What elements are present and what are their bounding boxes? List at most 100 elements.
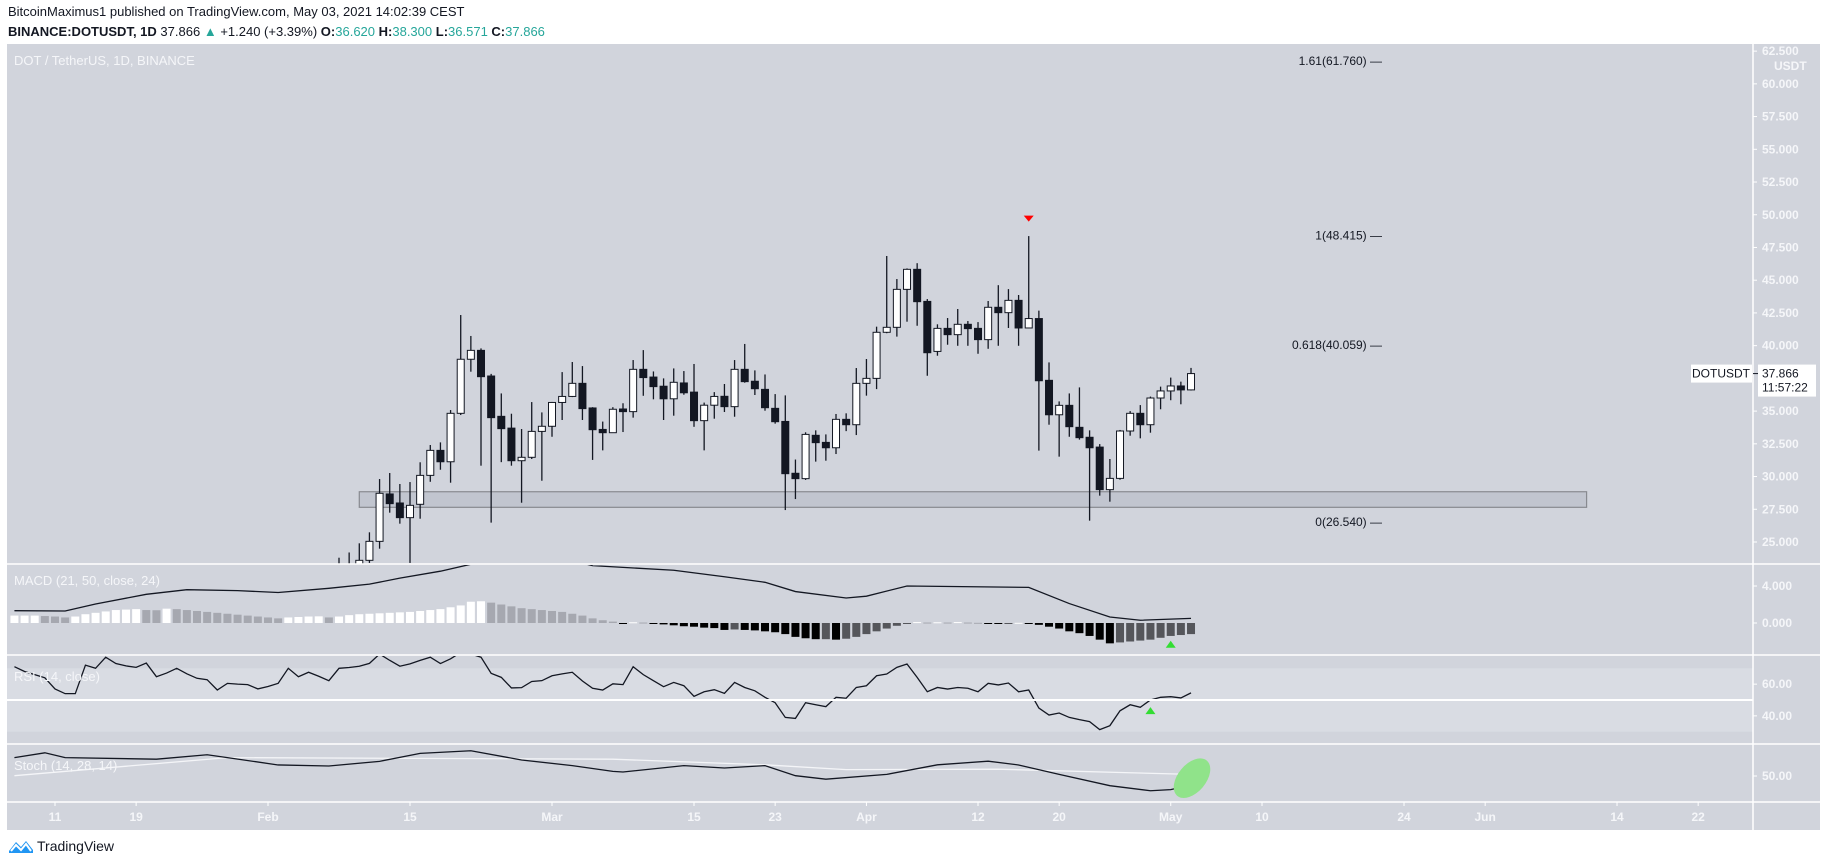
price-axis-label[interactable]: 25.000 xyxy=(1762,535,1799,549)
candle-body xyxy=(608,408,617,434)
time-axis-label[interactable]: Mar xyxy=(541,810,563,824)
candle xyxy=(1105,459,1114,502)
macd-histogram-bar xyxy=(243,615,252,623)
stoch-axis-label[interactable]: 50.00 xyxy=(1762,769,1792,783)
fib-level-label[interactable]: 1(48.415) — xyxy=(1315,228,1382,242)
macd-axis-label[interactable]: 4.000 xyxy=(1762,579,1792,593)
price-axis-label[interactable]: 52.500 xyxy=(1762,175,1799,189)
candle xyxy=(1014,294,1023,346)
macd-histogram-bar xyxy=(842,623,851,639)
rsi-pane[interactable] xyxy=(7,652,1753,731)
time-axis-label[interactable]: 10 xyxy=(1255,810,1269,824)
time-axis-label[interactable]: May xyxy=(1159,810,1183,824)
fib-level-label[interactable]: 0(26.540) — xyxy=(1315,515,1382,529)
candle xyxy=(1156,386,1165,410)
price-axis-label[interactable]: 42.500 xyxy=(1762,306,1799,320)
candle xyxy=(517,429,526,503)
price-axis-label[interactable]: 35.000 xyxy=(1762,404,1799,418)
tradingview-footer[interactable]: TradingView xyxy=(8,838,114,854)
macd-histogram-bar xyxy=(953,622,962,624)
rsi-legend[interactable]: RSI (14, close) xyxy=(14,669,100,684)
candle xyxy=(933,324,942,356)
macd-histogram-bar xyxy=(142,610,151,623)
support-zone-rectangle[interactable] xyxy=(358,491,1588,508)
macd-histogram-bar xyxy=(984,623,993,624)
currency-label[interactable]: USDT xyxy=(1774,59,1807,73)
macd-histogram-bar xyxy=(629,622,638,624)
candle xyxy=(913,263,922,326)
time-axis-label[interactable]: 20 xyxy=(1052,810,1066,824)
time-axis-label[interactable]: 24 xyxy=(1397,810,1411,824)
time-axis-label[interactable]: 14 xyxy=(1610,810,1624,824)
macd-histogram-bar xyxy=(1105,623,1114,644)
candle xyxy=(375,479,384,549)
price-axis-label[interactable]: 55.000 xyxy=(1762,142,1799,156)
time-axis-label[interactable]: 11 xyxy=(49,810,62,824)
macd-histogram-bar xyxy=(963,622,972,624)
macd-histogram-bar xyxy=(690,623,699,627)
time-axis-label[interactable]: 15 xyxy=(687,810,701,824)
candle xyxy=(1024,236,1033,329)
candle xyxy=(740,343,749,383)
candle-body xyxy=(994,306,1003,314)
price-axis-label[interactable]: 40.000 xyxy=(1762,339,1799,353)
macd-histogram-bar xyxy=(497,604,506,623)
macd-histogram-bar xyxy=(588,618,597,623)
rsi-axis-label[interactable]: 40.00 xyxy=(1762,709,1792,723)
green-highlight-ellipse[interactable] xyxy=(1167,752,1218,805)
symbol-quote-line: BINANCE:DOTUSDT, 1D 37.866 ▲ +1.240 (+3.… xyxy=(8,24,545,39)
candle-body xyxy=(781,420,790,475)
time-axis-label[interactable]: Apr xyxy=(856,810,877,824)
macd-histogram-bar xyxy=(416,610,425,623)
time-axis-label[interactable]: 23 xyxy=(768,810,782,824)
time-axis-label[interactable]: 15 xyxy=(403,810,417,824)
stoch-pane[interactable] xyxy=(14,750,1192,792)
macd-histogram-bar xyxy=(365,613,374,623)
macd-histogram-bar xyxy=(10,615,19,623)
candle-body xyxy=(710,395,719,406)
macd-histogram-bar xyxy=(91,612,100,623)
price-axis-label[interactable]: 50.000 xyxy=(1762,208,1799,222)
price-axis-label[interactable]: 32.500 xyxy=(1762,437,1799,451)
time-axis-label[interactable]: Jun xyxy=(1474,810,1495,824)
candle xyxy=(1166,377,1175,401)
macd-legend[interactable]: MACD (21, 50, close, 24) xyxy=(14,573,160,588)
rsi-axis-label[interactable]: 60.00 xyxy=(1762,677,1792,691)
macd-pane[interactable] xyxy=(10,556,1196,648)
candle xyxy=(903,268,912,322)
time-axis-label[interactable]: 12 xyxy=(971,810,985,824)
macd-histogram-bar xyxy=(1034,623,1043,625)
time-axis-label[interactable]: 22 xyxy=(1691,810,1705,824)
price-axis-label[interactable]: 57.500 xyxy=(1762,110,1799,124)
time-axis-label[interactable]: 19 xyxy=(129,810,143,824)
price-axis-label[interactable]: 30.000 xyxy=(1762,470,1799,484)
macd-histogram-bar xyxy=(152,610,161,623)
candle xyxy=(446,410,455,483)
macd-histogram-bar xyxy=(811,623,820,640)
stoch-k-line xyxy=(14,750,1192,792)
open-label: O: xyxy=(320,24,336,39)
candle xyxy=(679,371,688,395)
time-axis-label[interactable]: Feb xyxy=(257,810,278,824)
candle-body xyxy=(1055,404,1064,416)
candle-body xyxy=(842,418,851,426)
price-axis-label[interactable]: 27.500 xyxy=(1762,502,1799,516)
last-price-value: 37.866 xyxy=(1762,367,1799,381)
candle xyxy=(943,318,952,345)
macd-histogram-bar xyxy=(355,614,364,623)
macd-histogram-bar xyxy=(81,614,90,623)
price-axis-label[interactable]: 60.000 xyxy=(1762,77,1799,91)
macd-axis-label[interactable]: 0.000 xyxy=(1762,616,1792,630)
price-axis-label[interactable]: 62.500 xyxy=(1762,44,1799,58)
fib-level-label[interactable]: 1.61(61.760) — xyxy=(1299,54,1382,68)
macd-histogram-bar xyxy=(182,610,191,623)
macd-histogram-bar xyxy=(213,612,222,623)
axes[interactable]: 62.500 60.000 57.500 55.000 52.500 50.000 47.5… xyxy=(49,44,1816,824)
candle-body xyxy=(963,323,972,330)
price-pane[interactable]: 1.61(61.760) — 1(48.415) — 0.618(40.059) —… xyxy=(336,54,1588,583)
price-axis-label[interactable]: 47.500 xyxy=(1762,240,1799,254)
stoch-legend[interactable]: Stoch (14, 28, 14) xyxy=(14,758,117,773)
price-axis-label[interactable]: 45.000 xyxy=(1762,273,1799,287)
fib-level-label[interactable]: 0.618(40.059) — xyxy=(1292,338,1382,352)
